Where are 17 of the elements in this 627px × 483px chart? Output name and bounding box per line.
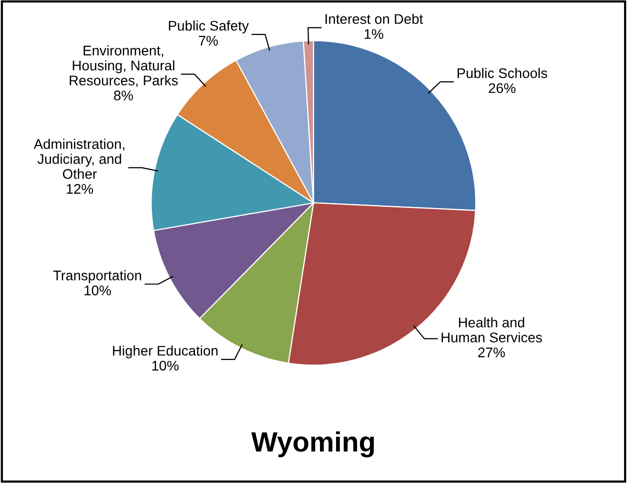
- slice-label: Interest on Debt: [326, 14, 423, 24]
- data-label: 12%: [66, 184, 94, 194]
- slice-label: Higher Education: [113, 345, 218, 358]
- text: Wyoming: [251, 431, 374, 458]
- slice-label: Transportation: [53, 270, 142, 284]
- data-label: 1%: [364, 29, 384, 39]
- slice-label: Public Schools: [458, 68, 548, 78]
- slice-label: Administration, Judiciary, and Other: [34, 138, 124, 179]
- data-label: 7%: [198, 36, 218, 46]
- slice-label: Public Safety: [168, 20, 249, 34]
- slice-label: Environment, Housing, Natural Resources, Parks: [70, 45, 178, 88]
- data-label: 10%: [84, 286, 111, 296]
- data-label: 26%: [488, 83, 516, 94]
- data-label: 10%: [152, 360, 179, 371]
- slice-label: Health and Human Services: [442, 317, 542, 342]
- data-label: 27%: [478, 348, 505, 358]
- data-label: 8%: [114, 90, 133, 100]
